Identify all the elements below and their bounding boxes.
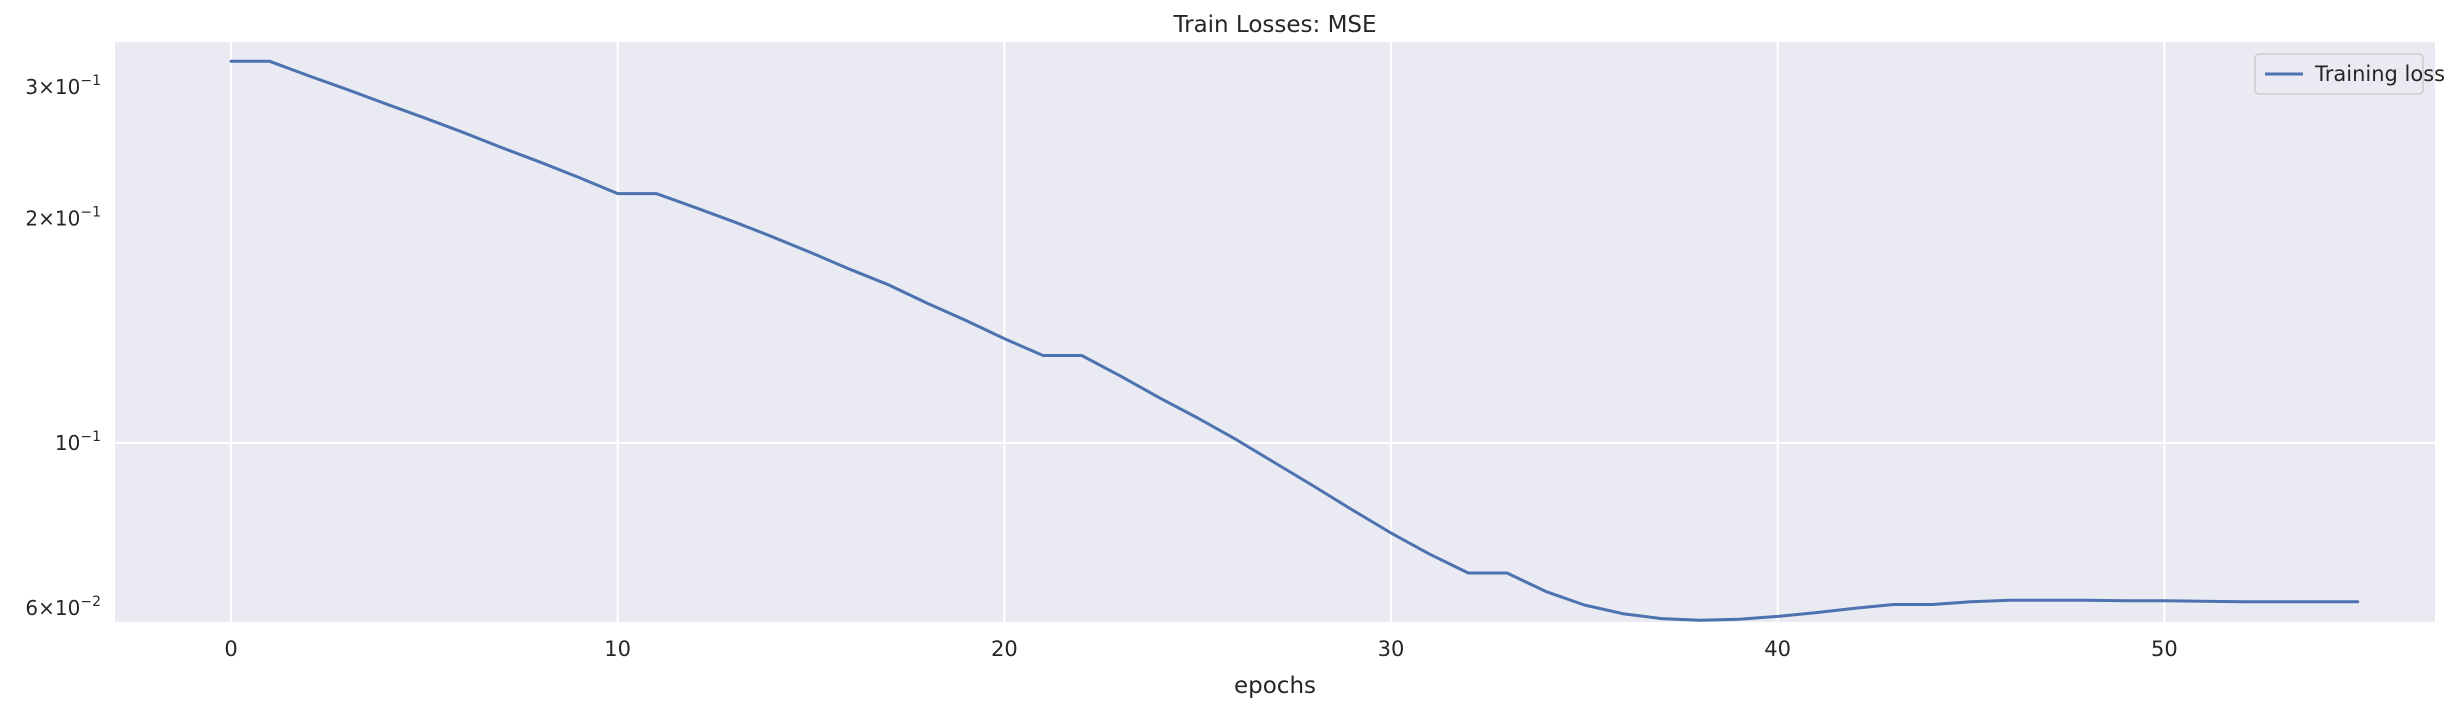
grid <box>115 42 2435 622</box>
series-line <box>229 59 2360 622</box>
x-axis-label: epochs <box>1234 673 1316 699</box>
x-tick-label: 50 <box>2151 637 2178 661</box>
x-tick-labels: 0 10 20 30 40 50 <box>224 637 2177 661</box>
x-tick-label: 10 <box>604 637 631 661</box>
y-tick-labels: 3×10−1 2×10−1 10−1 6×10−2 <box>25 73 101 620</box>
series-layer <box>229 59 2360 622</box>
y-tick-label: 6×10−2 <box>25 594 101 620</box>
legend-label: Training loss <box>2314 62 2445 86</box>
y-tick-label: 2×10−1 <box>25 204 101 230</box>
x-tick-label: 40 <box>1764 637 1791 661</box>
x-tick-label: 20 <box>991 637 1018 661</box>
chart-title: Train Losses: MSE <box>1172 12 1376 38</box>
y-tick-label: 10−1 <box>55 429 101 455</box>
y-tick-label: 3×10−1 <box>25 73 101 99</box>
plot-area <box>115 42 2435 622</box>
legend: Training loss <box>2254 53 2445 95</box>
x-tick-label: 0 <box>224 637 237 661</box>
x-tick-label: 30 <box>1378 637 1405 661</box>
legend-box <box>2254 53 2424 95</box>
